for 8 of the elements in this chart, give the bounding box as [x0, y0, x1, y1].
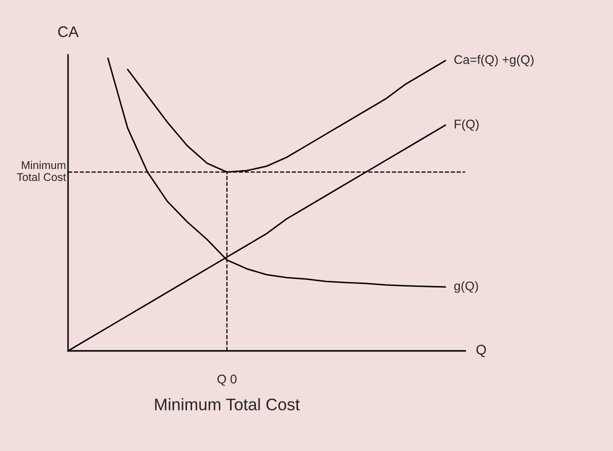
ref-line-label: Minimum Total Cost [16, 160, 66, 182]
y-axis-title: CA [58, 26, 79, 38]
text: Q 0 [217, 374, 237, 386]
series-label: F(Q) [454, 119, 479, 131]
x-axis-title: Q [476, 344, 486, 358]
series-label: Ca=f(Q) +g(Q) [454, 54, 534, 66]
series-label: g(Q) [454, 281, 478, 293]
text: Minimum Total Cost [155, 398, 300, 410]
